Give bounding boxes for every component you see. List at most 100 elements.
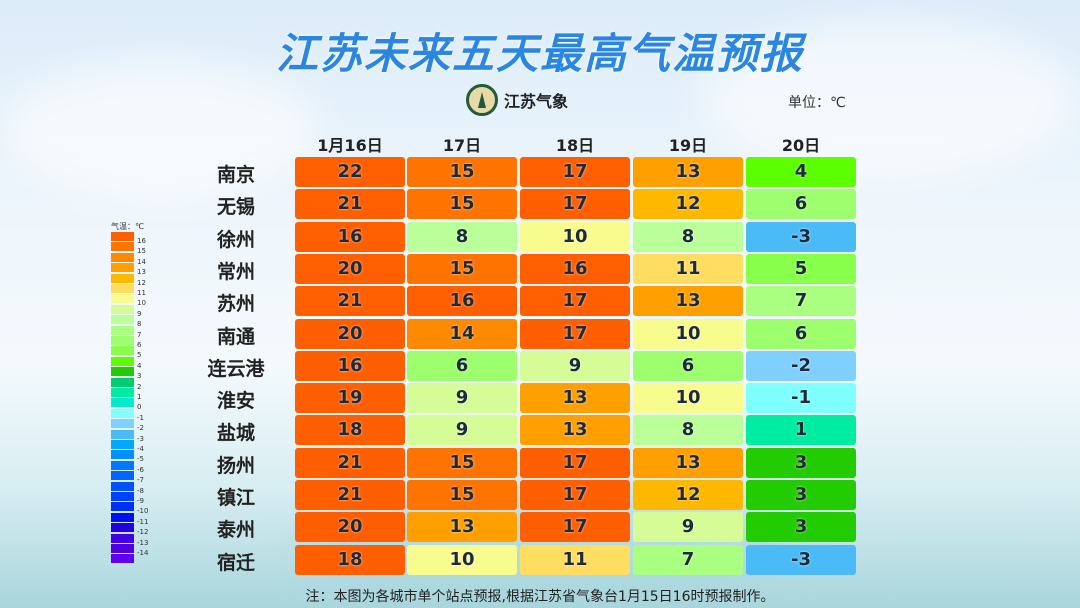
heatmap-cell: 21 bbox=[295, 286, 405, 317]
legend-swatch bbox=[111, 554, 134, 564]
legend-label: -4 bbox=[137, 445, 144, 453]
heatmap-cell: 20 bbox=[295, 512, 405, 543]
legend-label: 15 bbox=[137, 247, 146, 256]
heatmap-cell: 15 bbox=[407, 253, 517, 284]
heatmap-cell: 11 bbox=[633, 253, 743, 284]
legend-swatch bbox=[111, 471, 134, 481]
heatmap-cell: 9 bbox=[407, 383, 517, 414]
legend-swatch bbox=[111, 502, 134, 512]
legend-swatch bbox=[111, 232, 134, 241]
heatmap-cell: 8 bbox=[633, 221, 743, 252]
heatmap-cell: 13 bbox=[633, 447, 743, 478]
heatmap-cell: -2 bbox=[746, 350, 856, 381]
legend-label: -1 bbox=[137, 413, 144, 422]
heatmap-cell: 13 bbox=[633, 286, 743, 317]
heatmap-cell: 3 bbox=[746, 480, 856, 510]
heatmap-cell: 8 bbox=[633, 415, 743, 446]
row-label-city: 淮安 bbox=[216, 390, 255, 413]
legend-swatch bbox=[111, 398, 134, 408]
bg-cloud bbox=[0, 60, 320, 200]
legend-swatch bbox=[111, 377, 134, 387]
heatmap-cell: 17 bbox=[520, 512, 630, 543]
legend-label: -12 bbox=[137, 528, 149, 537]
heatmap-cell: -3 bbox=[746, 544, 856, 575]
heatmap-cell: -3 bbox=[746, 221, 856, 252]
heatmap-cell: 8 bbox=[407, 221, 517, 252]
legend-swatch bbox=[111, 315, 134, 325]
legend-swatch bbox=[111, 263, 134, 273]
heatmap-cell: 11 bbox=[520, 544, 630, 575]
heatmap-cell: 15 bbox=[407, 157, 517, 187]
legend-label: 9 bbox=[137, 309, 142, 318]
heatmap-cell: 17 bbox=[520, 447, 630, 478]
legend-swatch bbox=[111, 429, 134, 439]
heatmap-cell: 10 bbox=[407, 544, 517, 575]
legend-swatch bbox=[111, 408, 134, 418]
legend-swatch bbox=[111, 346, 134, 356]
legend-swatch bbox=[111, 492, 134, 501]
legend-label: 12 bbox=[137, 278, 146, 287]
heatmap-cell: 13 bbox=[520, 383, 630, 414]
heatmap-cell: 16 bbox=[520, 253, 630, 284]
heatmap-cell: 9 bbox=[407, 415, 517, 446]
heatmap-cell: 17 bbox=[520, 318, 630, 349]
heatmap-cell: 7 bbox=[633, 544, 743, 575]
heatmap-cell: 17 bbox=[520, 286, 630, 317]
legend-swatch bbox=[111, 367, 134, 377]
legend-label: 11 bbox=[137, 289, 146, 297]
legend-swatch bbox=[111, 388, 134, 397]
legend-label: 6 bbox=[137, 341, 142, 349]
heatmap-cell: 17 bbox=[520, 480, 630, 510]
legend-swatch bbox=[111, 460, 134, 470]
heatmap-cell: 13 bbox=[520, 415, 630, 446]
row-label-city: 南京 bbox=[216, 164, 255, 186]
heatmap-cell: 14 bbox=[407, 318, 517, 349]
legend-label: -5 bbox=[137, 455, 144, 464]
heatmap-cell: 18 bbox=[295, 544, 405, 575]
heatmap-cell: 16 bbox=[295, 350, 405, 381]
legend-label: 2 bbox=[137, 382, 142, 391]
heatmap-cell: 6 bbox=[633, 350, 743, 381]
footnote: 注：本图为各城市单个站点预报,根据江苏省气象台1月15日16时预报制作。 bbox=[305, 589, 775, 605]
heatmap-cell: 12 bbox=[633, 189, 743, 220]
legend-swatch bbox=[111, 304, 134, 314]
heatmap-cell: 6 bbox=[746, 318, 856, 349]
heatmap-cell: 3 bbox=[746, 447, 856, 478]
legend-label: -10 bbox=[137, 507, 149, 516]
heatmap-cell: 15 bbox=[407, 189, 517, 220]
legend-title: 气温：℃ bbox=[111, 222, 144, 231]
legend-swatch bbox=[111, 450, 134, 460]
column-header: 20日 bbox=[781, 136, 821, 155]
unit-label: 单位：℃ bbox=[788, 95, 846, 111]
row-label-city: 常州 bbox=[216, 260, 255, 283]
heatmap-cell: -1 bbox=[746, 383, 856, 414]
column-header: 18日 bbox=[555, 136, 595, 155]
legend-swatch bbox=[111, 512, 134, 522]
heatmap-cell: 4 bbox=[746, 157, 856, 187]
legend-swatch bbox=[111, 419, 134, 429]
row-label-city: 苏州 bbox=[216, 293, 255, 316]
page-title: 江苏未来五天最高气温预报 bbox=[275, 29, 804, 78]
heatmap-cell: 6 bbox=[407, 350, 517, 381]
heatmap-cell: 6 bbox=[746, 189, 856, 220]
row-label-city: 盐城 bbox=[216, 422, 255, 445]
heatmap-cell: 10 bbox=[633, 318, 743, 349]
heatmap-cell: 21 bbox=[295, 189, 405, 220]
legend-label: -14 bbox=[137, 549, 149, 557]
jiangsu-weather-seal-icon bbox=[466, 84, 498, 116]
legend-swatch bbox=[111, 273, 134, 283]
column-header: 17日 bbox=[442, 136, 482, 155]
heatmap-cell: 19 bbox=[295, 383, 405, 414]
heatmap-cell: 20 bbox=[295, 318, 405, 349]
legend-swatch bbox=[111, 294, 134, 304]
row-label-city: 南通 bbox=[216, 325, 255, 348]
legend-label: -9 bbox=[137, 497, 144, 505]
heatmap-cell: 1 bbox=[746, 415, 856, 446]
heatmap-cell: 13 bbox=[407, 512, 517, 543]
legend-label: -13 bbox=[137, 538, 149, 547]
heatmap-cell: 16 bbox=[295, 221, 405, 252]
bg-cloud bbox=[700, 20, 1080, 180]
legend-label: -7 bbox=[137, 476, 144, 485]
legend-swatch bbox=[111, 523, 134, 533]
legend-swatch bbox=[111, 440, 134, 449]
